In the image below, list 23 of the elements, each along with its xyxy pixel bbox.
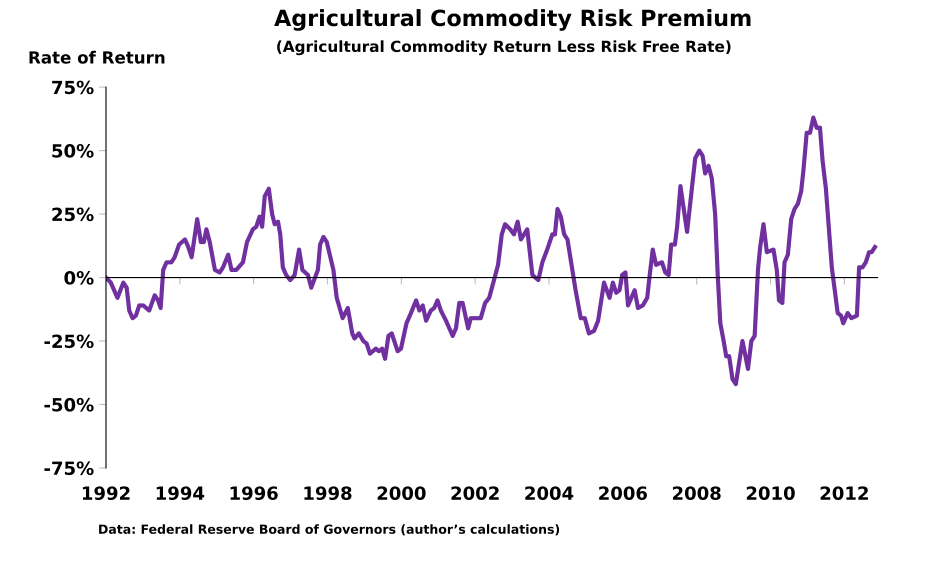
x-tick-label: 2004	[525, 486, 574, 500]
x-tick-label: 2000	[378, 486, 426, 500]
x-tick-label: 1996	[230, 486, 278, 500]
x-tick-label: 2006	[599, 486, 647, 500]
x-tick-label: 2012	[820, 486, 868, 500]
x-tick-label: 1998	[304, 486, 352, 500]
x-tick-label: 2010	[746, 486, 795, 500]
y-tick-label: -50%	[44, 398, 94, 412]
chart-subtitle: (Agricultural Commodity Return Less Risk Free Rate)	[277, 40, 731, 56]
y-tick-label: -25%	[44, 334, 94, 348]
x-tick-label: 1992	[82, 486, 130, 500]
x-tick-label: 1994	[156, 486, 204, 500]
text: Data: Federal Reserve Board of Governors (author’s calculations)	[99, 524, 560, 536]
x-tick-label: 2008	[672, 486, 721, 500]
y-tick-label: 25%	[52, 208, 94, 222]
x-tick-label: 2002	[451, 486, 499, 500]
line-series	[106, 116, 878, 386]
y-tick-label: 50%	[52, 144, 94, 158]
y-axis-title: Rate of Return	[30, 50, 164, 64]
y-tick-label: -75%	[44, 461, 94, 476]
y-tick-label: 0%	[64, 270, 94, 285]
chart-title: Agricultural Commodity Risk Premium	[274, 9, 750, 31]
y-tick-label: 75%	[52, 80, 94, 94]
